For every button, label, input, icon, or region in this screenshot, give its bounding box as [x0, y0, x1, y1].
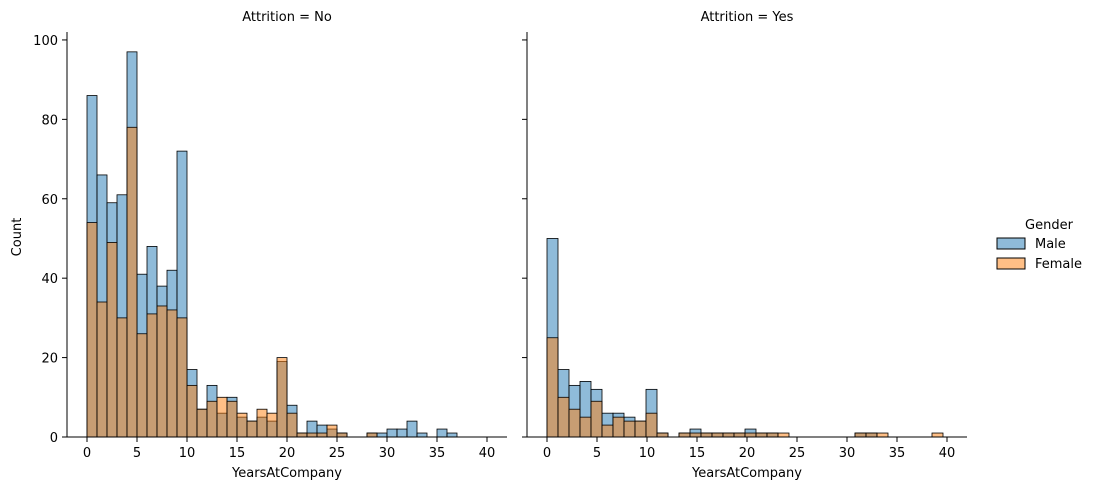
x-tick-label: 25 [329, 446, 346, 461]
bar [86, 222, 98, 438]
bar [854, 432, 867, 438]
bar [306, 432, 318, 438]
bar [601, 424, 614, 438]
bar [146, 313, 158, 438]
x-tick-label: 40 [479, 446, 496, 461]
x-tick-label: 30 [839, 446, 856, 461]
bar [656, 432, 669, 438]
legend-title: Gender [1025, 218, 1074, 233]
bar [206, 400, 218, 438]
facet-panel-1: 0 5 10 15 20 25 30 35 40 0 20 40 60 80 100 Attrition = … [33, 10, 507, 481]
bar [777, 432, 790, 438]
bar [744, 432, 757, 438]
bar [376, 432, 388, 438]
x-tick-label: 25 [789, 446, 806, 461]
x-axis-label: YearsAtCompany [231, 466, 342, 481]
bar [579, 416, 592, 438]
bar [316, 432, 328, 438]
bar [865, 432, 878, 438]
x-tick-label: 20 [279, 446, 296, 461]
bar [700, 432, 713, 438]
legend-swatch-male [996, 237, 1026, 250]
bar [416, 432, 428, 438]
bar [386, 428, 398, 438]
bar [590, 400, 603, 438]
bar [256, 408, 268, 438]
bar [931, 432, 944, 438]
bar [755, 432, 768, 438]
bar [96, 301, 108, 438]
y-tick-label: 20 [41, 352, 58, 367]
bar [116, 317, 128, 438]
bar [689, 432, 702, 438]
bar [326, 424, 338, 438]
x-tick-label: 5 [593, 446, 601, 461]
bar [226, 400, 238, 438]
bar [568, 408, 581, 438]
bar [266, 412, 278, 438]
bar [166, 309, 178, 438]
bar [246, 420, 258, 438]
x-tick-label: 10 [179, 446, 196, 461]
bar [436, 428, 448, 438]
panel-title: Attrition = No [242, 10, 332, 25]
y-tick-label: 0 [50, 431, 58, 446]
y-tick-label: 60 [41, 193, 58, 208]
bar [276, 357, 288, 438]
bar [733, 432, 746, 438]
x-tick-label: 5 [133, 446, 141, 461]
legend-label-male: Male [1035, 237, 1066, 252]
bar [106, 242, 118, 438]
bar [196, 408, 208, 438]
bar [186, 384, 198, 438]
y-axis-label: Count [10, 218, 25, 257]
bar [557, 396, 570, 438]
bar [396, 428, 408, 438]
x-axis-label: YearsAtCompany [691, 466, 802, 481]
bar [286, 412, 298, 438]
bar [678, 432, 691, 438]
bar [296, 432, 308, 438]
bar [136, 333, 148, 438]
bar [612, 416, 625, 438]
bar [236, 412, 248, 438]
bar [446, 432, 458, 438]
legend: Gender Male Female [996, 218, 1082, 272]
bar [623, 420, 636, 438]
x-tick-label: 40 [939, 446, 956, 461]
panel-title: Attrition = Yes [701, 10, 794, 25]
x-tick-label: 0 [543, 446, 551, 461]
bar [546, 337, 559, 438]
legend-label-female: Female [1035, 257, 1082, 272]
bar [711, 432, 724, 438]
x-tick-label: 30 [379, 446, 396, 461]
x-tick-label: 15 [689, 446, 706, 461]
bar [156, 305, 168, 438]
bar-series-female [86, 126, 378, 438]
bar [645, 412, 658, 438]
y-tick-label: 100 [33, 34, 58, 49]
bar [406, 420, 418, 438]
x-tick-label: 20 [739, 446, 756, 461]
bar [366, 432, 378, 438]
y-tick-label: 40 [41, 272, 58, 287]
bar [126, 126, 138, 438]
bar [216, 396, 228, 438]
y-tick-label: 80 [41, 113, 58, 128]
bar [722, 432, 735, 438]
bar [336, 432, 348, 438]
legend-swatch-female [996, 257, 1026, 270]
x-tick-label: 35 [889, 446, 906, 461]
facet-panel-2: 0 5 10 15 20 25 30 35 40 Attrition = Yes YearsAtCo… [522, 10, 967, 481]
bar [634, 420, 647, 438]
bar [176, 317, 188, 438]
x-tick-label: 0 [83, 446, 91, 461]
x-tick-label: 10 [639, 446, 656, 461]
bar [876, 432, 889, 438]
x-tick-label: 15 [229, 446, 246, 461]
bar [766, 432, 779, 438]
x-tick-label: 35 [429, 446, 446, 461]
